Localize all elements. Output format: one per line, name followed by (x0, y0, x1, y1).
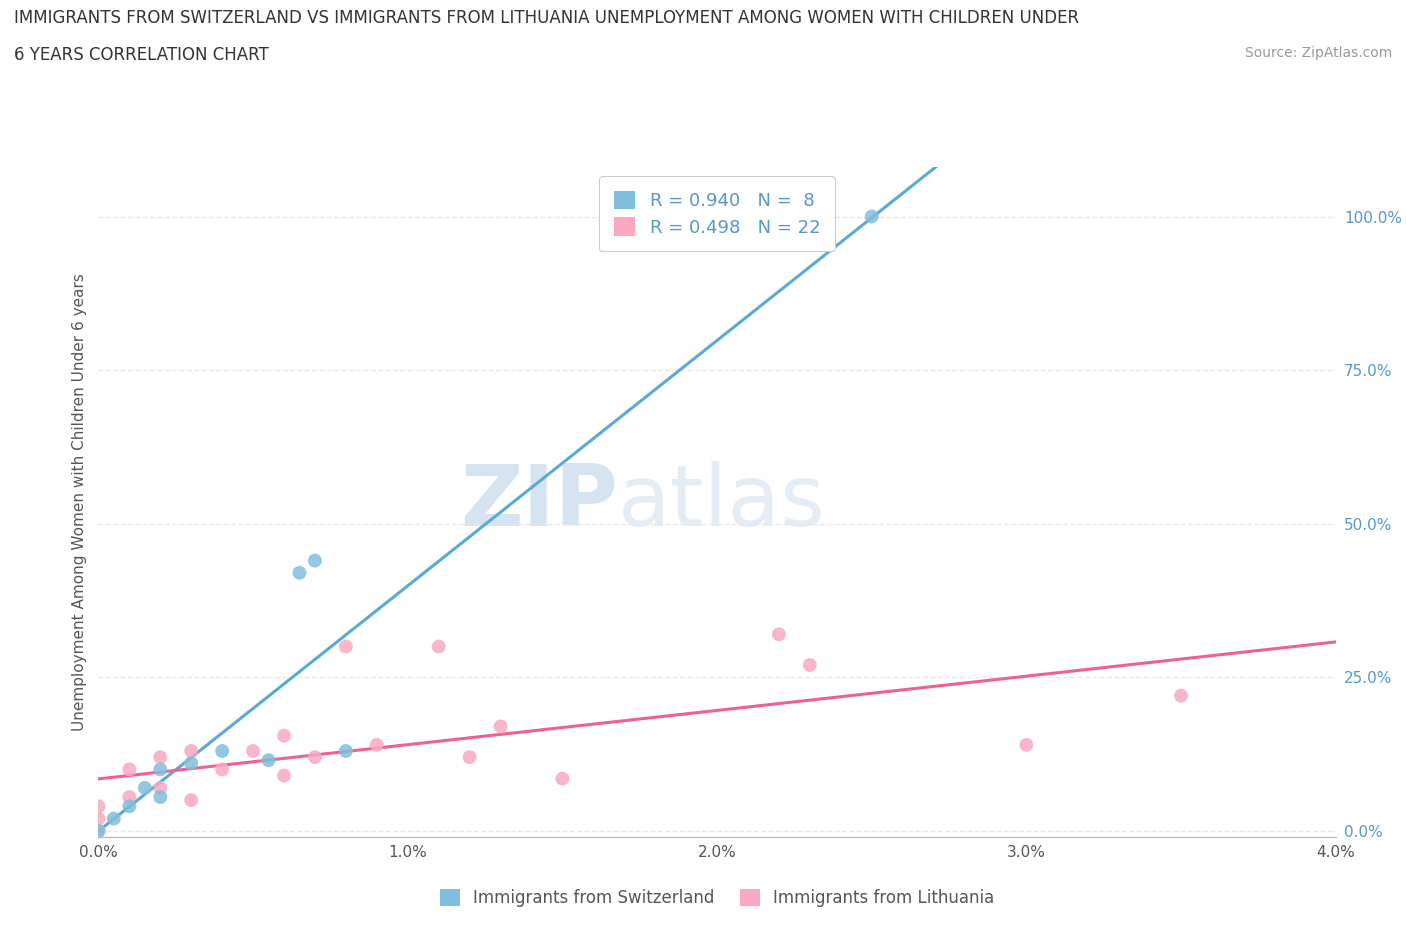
Point (799, 658, 821, 672)
Point (366, 737, 388, 752)
Text: 6 YEARS CORRELATION CHART: 6 YEARS CORRELATION CHART (14, 46, 269, 64)
Point (489, 719, 512, 734)
Text: IMMIGRANTS FROM SWITZERLAND VS IMMIGRANTS FROM LITHUANIA UNEMPLOYMENT AMONG WOME: IMMIGRANTS FROM SWITZERLAND VS IMMIGRANT… (14, 9, 1080, 27)
Point (427, 639, 450, 654)
Point (149, 750, 172, 764)
Point (273, 728, 295, 743)
Text: ZIP: ZIP (460, 460, 619, 544)
Point (134, 780, 156, 795)
Point (149, 790, 172, 804)
Point (458, 750, 481, 764)
Point (180, 756, 202, 771)
Point (180, 792, 202, 807)
Point (149, 762, 172, 777)
Point (335, 639, 357, 654)
Point (118, 799, 141, 814)
Point (1015, 737, 1038, 752)
Point (118, 762, 141, 777)
Point (288, 565, 311, 580)
Point (242, 744, 264, 759)
Point (211, 744, 233, 759)
Legend: Immigrants from Switzerland, Immigrants from Lithuania: Immigrants from Switzerland, Immigrants … (432, 881, 1002, 916)
Text: atlas: atlas (619, 460, 827, 544)
Point (118, 790, 141, 804)
Point (87, 823, 110, 838)
Point (1170, 688, 1192, 703)
Point (768, 627, 790, 642)
Point (304, 553, 326, 568)
Point (273, 768, 295, 783)
Point (551, 771, 574, 786)
Point (103, 811, 125, 826)
Point (87, 811, 110, 826)
Text: Source: ZipAtlas.com: Source: ZipAtlas.com (1244, 46, 1392, 60)
Point (87, 823, 110, 838)
Point (257, 752, 280, 767)
Point (304, 750, 326, 764)
Point (860, 209, 883, 224)
Point (87, 799, 110, 814)
Point (149, 780, 172, 795)
Point (211, 762, 233, 777)
Y-axis label: Unemployment Among Women with Children Under 6 years: Unemployment Among Women with Children U… (72, 273, 87, 731)
Point (335, 744, 357, 759)
Point (180, 744, 202, 759)
